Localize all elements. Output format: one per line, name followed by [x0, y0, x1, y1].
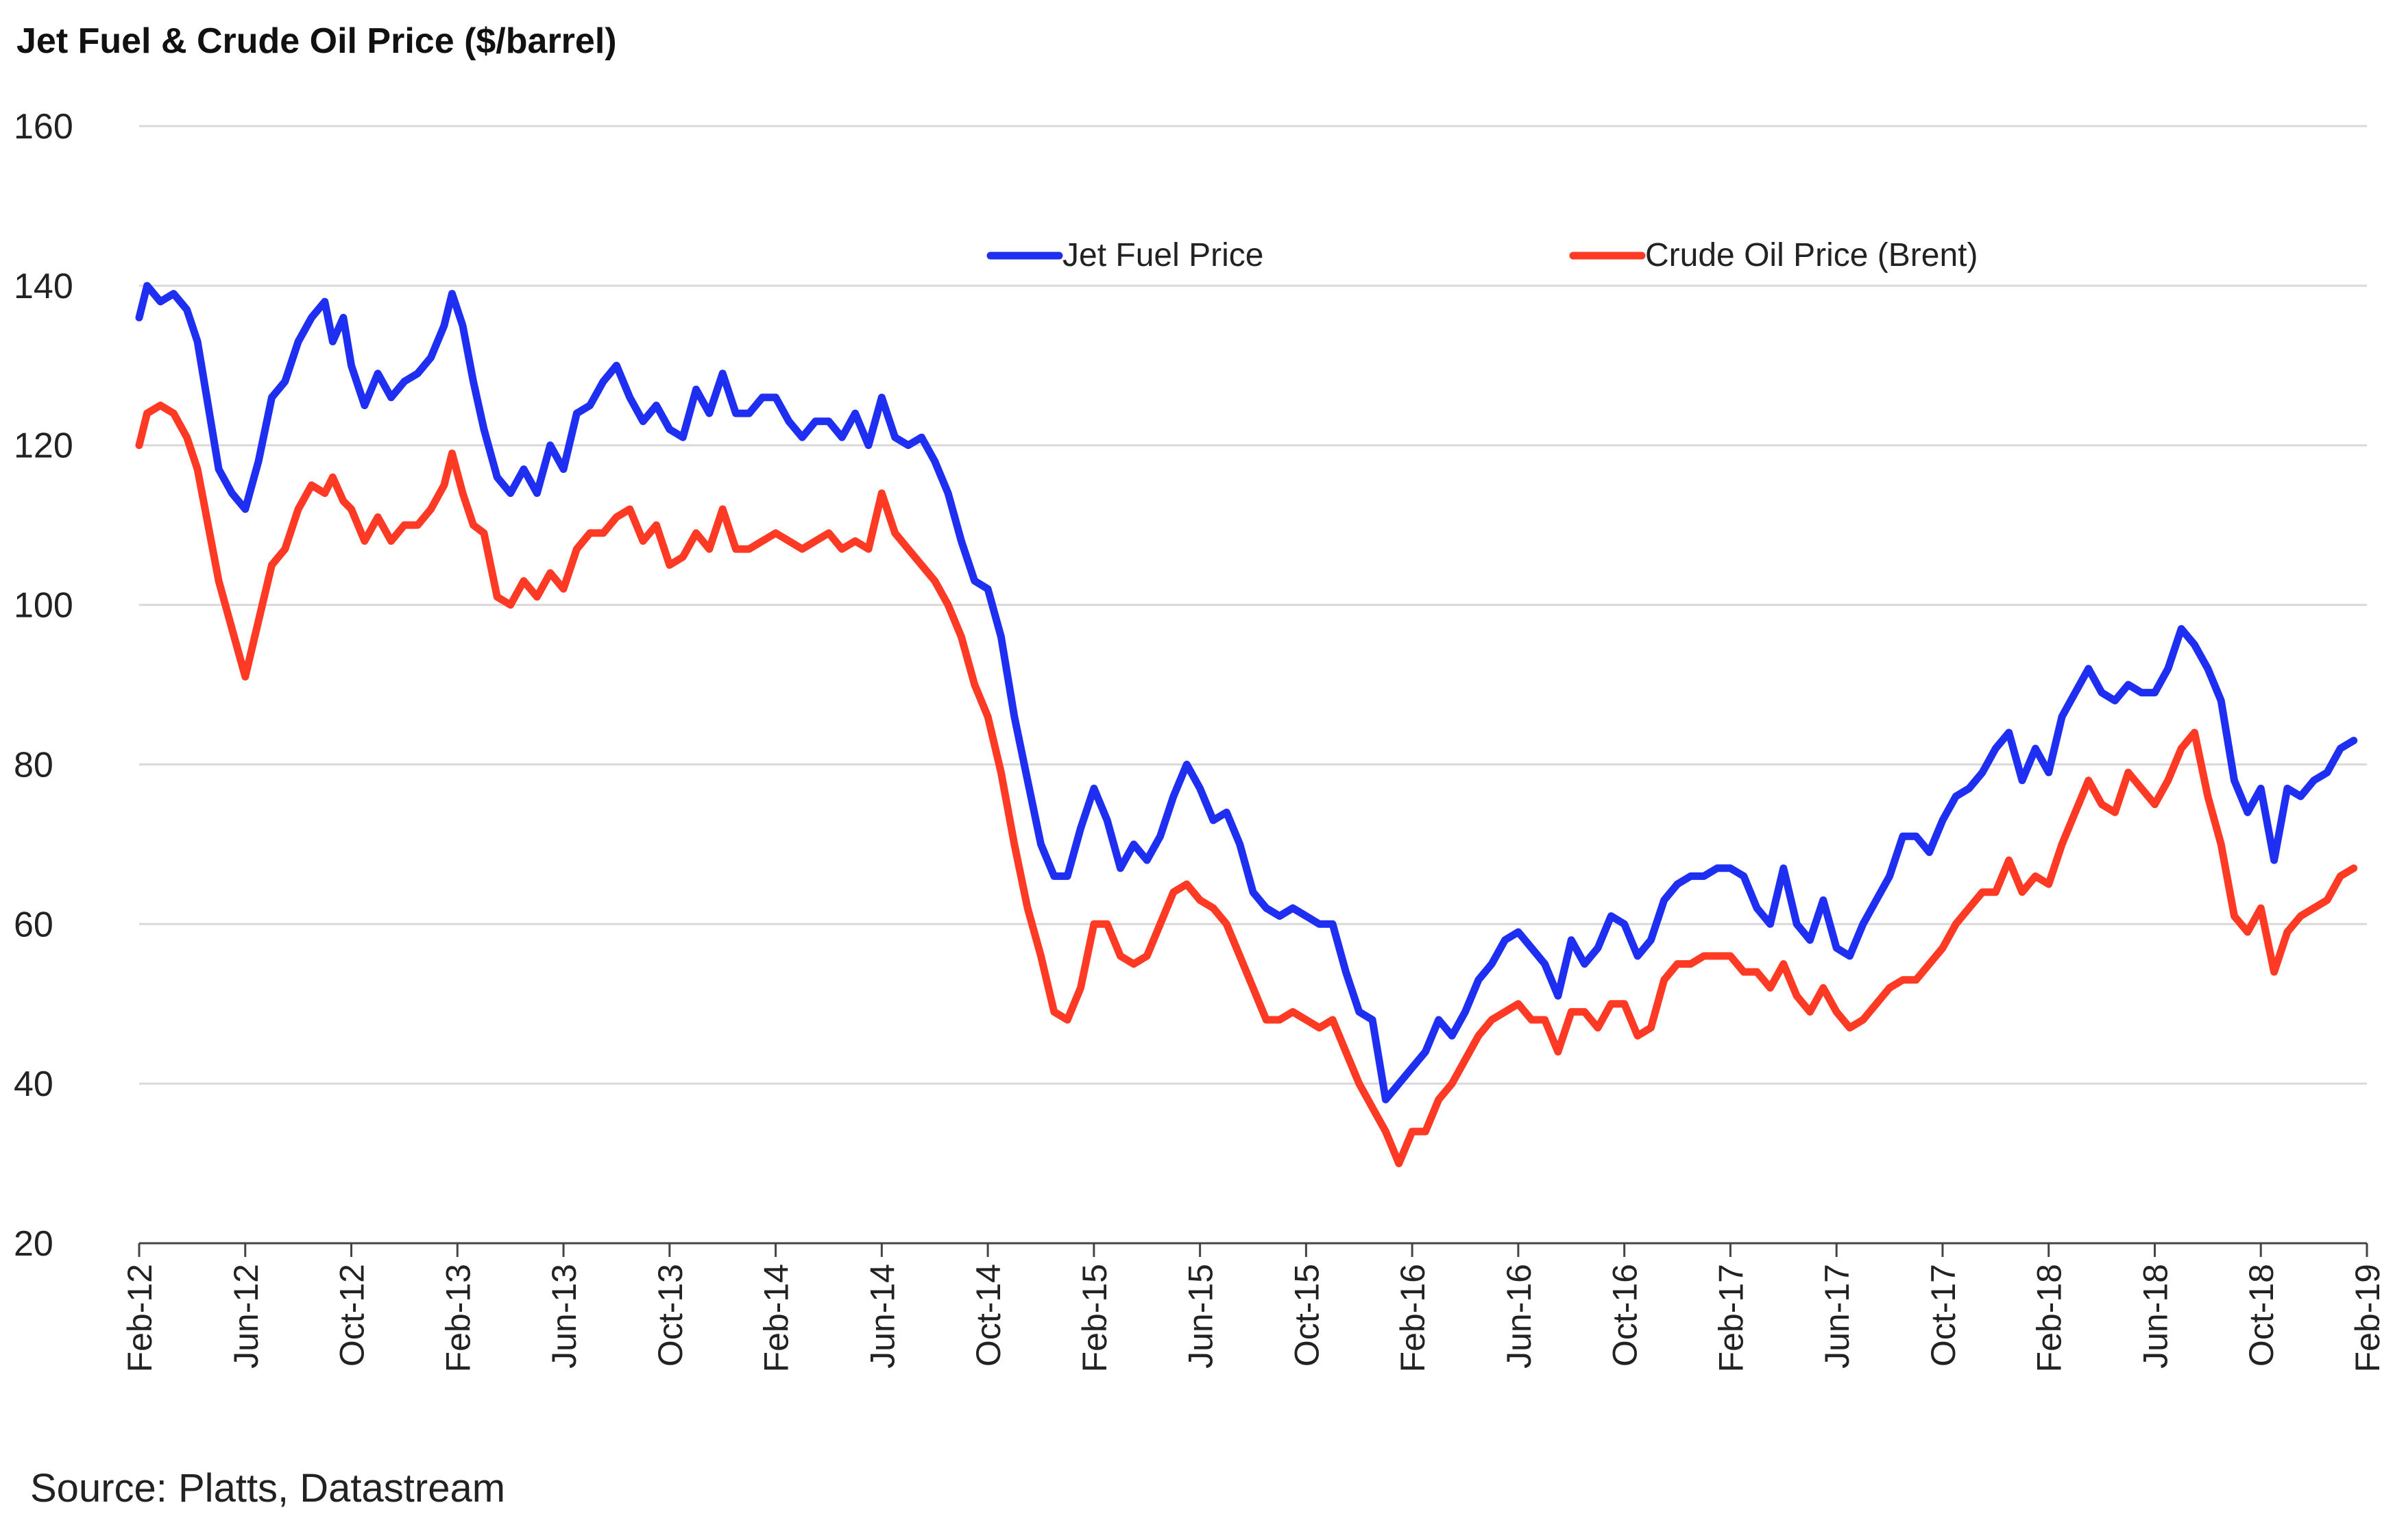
x-tick-label: Jun-17	[1818, 1264, 1856, 1369]
x-tick-label: Feb-14	[757, 1264, 796, 1372]
x-tick-label: Feb-15	[1076, 1264, 1114, 1372]
x-tick-label: Oct-18	[2242, 1264, 2281, 1367]
x-tick-label: Feb-19	[2348, 1264, 2387, 1372]
x-tick-label: Feb-16	[1394, 1264, 1432, 1372]
y-tick-label: 80	[14, 745, 53, 785]
x-tick-label: Jun-18	[2136, 1264, 2174, 1369]
x-tick-label: Jun-16	[1500, 1264, 1538, 1369]
chart-title: Jet Fuel & Crude Oil Price ($/barrel)	[16, 21, 617, 61]
x-tick-label: Feb-18	[2030, 1264, 2069, 1372]
y-tick-label: 140	[14, 267, 73, 306]
x-tick-label: Jun-13	[545, 1264, 583, 1369]
x-tick-label: Oct-16	[1606, 1264, 1644, 1367]
y-tick-label: 20	[14, 1224, 53, 1264]
x-tick-label: Feb-13	[439, 1264, 477, 1372]
x-tick-label: Oct-14	[969, 1264, 1008, 1367]
y-tick-label: 40	[14, 1064, 53, 1104]
x-tick-label: Jun-14	[863, 1264, 901, 1369]
x-tick-label: Oct-12	[333, 1264, 372, 1367]
x-tick-label: Feb-17	[1712, 1264, 1750, 1372]
legend-label: Jet Fuel Price	[1062, 237, 1263, 273]
series-line-jet-fuel	[135, 282, 2358, 1103]
x-tick-label: Jun-12	[227, 1264, 265, 1369]
x-tick-label: Feb-12	[121, 1264, 159, 1372]
y-tick-label: 60	[14, 905, 53, 944]
axes: 20 40 60 80 100 120 140 160 Feb-12 Jun-12 Oct-12 Fe…	[14, 107, 2387, 1372]
x-tick-label: Oct-17	[1924, 1264, 1963, 1367]
y-tick-label: 120	[14, 426, 73, 466]
legend: Jet Fuel Price Crude Oil Price (Brent)	[986, 237, 1978, 273]
legend-label: Crude Oil Price (Brent)	[1645, 237, 1978, 273]
y-tick-label: 160	[14, 107, 73, 147]
y-tick-label: 100	[14, 586, 73, 626]
x-tick-label: Oct-13	[651, 1264, 690, 1367]
series-line-crude-oil	[135, 402, 2358, 1168]
x-tick-label: Jun-15	[1182, 1264, 1220, 1369]
series-lines	[135, 282, 2358, 1168]
x-tick-label: Oct-15	[1287, 1264, 1326, 1367]
source-note: Source: Platts, Datastream	[30, 1466, 506, 1511]
